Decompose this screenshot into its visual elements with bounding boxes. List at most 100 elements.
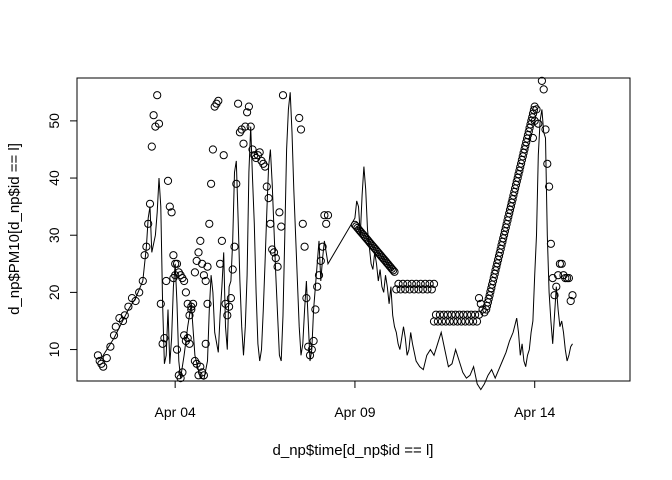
x-axis: Apr 04 Apr 09 Apr 14 — [155, 380, 556, 420]
data-point — [427, 285, 436, 294]
data-point — [169, 251, 178, 260]
data-point — [214, 96, 223, 106]
data-point — [241, 122, 250, 131]
data-point — [269, 248, 279, 257]
data-point — [412, 279, 421, 288]
y-tick-label: 10 — [46, 342, 62, 358]
data-point — [135, 288, 144, 297]
data-point — [196, 236, 205, 245]
data-point — [298, 219, 307, 228]
data-point — [555, 259, 565, 268]
data-point — [296, 125, 306, 134]
data-point — [314, 271, 324, 280]
data-point — [416, 279, 425, 288]
data-point — [275, 208, 284, 217]
data-point — [311, 305, 320, 314]
data-point — [225, 302, 234, 311]
data-point — [322, 219, 331, 228]
data-point — [232, 179, 241, 188]
data-point — [99, 362, 108, 371]
data-point — [194, 248, 203, 257]
data-point — [145, 199, 155, 208]
data-point — [403, 279, 412, 288]
data-point — [566, 296, 575, 306]
data-point — [554, 271, 563, 280]
data-point — [320, 211, 329, 220]
data-point — [546, 239, 556, 248]
data-point — [156, 299, 165, 308]
data-point — [262, 182, 271, 191]
x-axis-label: d_np$time[d_np$id == l] — [273, 442, 434, 459]
data-point — [323, 211, 333, 220]
data-point — [216, 259, 225, 268]
data-point — [142, 242, 151, 251]
data-point — [223, 311, 232, 320]
data-point — [277, 222, 286, 231]
data-point — [534, 119, 543, 128]
data-point — [423, 285, 432, 294]
data-point — [147, 142, 156, 151]
data-point — [271, 254, 280, 263]
data-point — [246, 122, 255, 131]
data-point — [199, 271, 208, 280]
data-point — [300, 242, 309, 251]
x-tick-label: Apr 04 — [155, 404, 196, 420]
data-point — [389, 266, 398, 275]
y-axis: 10 20 30 40 50 — [46, 113, 78, 358]
data-point — [120, 311, 129, 320]
data-point — [557, 259, 566, 268]
data-point — [539, 85, 548, 94]
data-point — [568, 291, 577, 300]
y-axis-label: d_np$PM10[d_np$id == l] — [6, 143, 23, 315]
data-point — [162, 276, 171, 286]
data-point — [302, 294, 311, 303]
data-point — [203, 299, 212, 308]
data-point — [392, 285, 401, 294]
data-point — [295, 113, 304, 123]
data-point — [93, 351, 103, 360]
data-point — [543, 159, 552, 168]
data-point — [407, 279, 416, 288]
data-point — [111, 322, 120, 331]
data-point — [474, 310, 484, 319]
data-point — [405, 285, 414, 294]
data-point — [266, 219, 275, 228]
data-point — [418, 285, 427, 294]
data-point — [305, 351, 315, 360]
data-point — [138, 276, 147, 286]
data-point — [226, 294, 235, 303]
data-point — [530, 102, 539, 111]
data-point — [205, 219, 214, 228]
data-point — [474, 294, 484, 303]
data-point — [180, 276, 189, 286]
data-point — [307, 345, 316, 354]
data-point — [185, 311, 194, 320]
data-point — [390, 267, 399, 276]
data-point — [550, 291, 559, 300]
y-tick-label: 40 — [46, 170, 62, 186]
data-point — [387, 264, 396, 273]
data-point — [248, 145, 257, 154]
data-point — [564, 274, 574, 283]
series-line — [99, 92, 573, 391]
data-point — [243, 108, 252, 117]
data-point — [552, 282, 561, 291]
data-point — [169, 274, 178, 283]
data-point — [208, 145, 217, 154]
data-point — [124, 302, 133, 311]
data-point — [255, 148, 264, 157]
data-point — [178, 368, 187, 377]
data-point — [154, 119, 164, 128]
data-point — [309, 336, 318, 346]
data-point — [201, 276, 210, 286]
data-point — [172, 259, 182, 268]
data-point — [201, 339, 210, 348]
data-point — [187, 302, 196, 311]
data-point — [163, 176, 173, 185]
data-point — [185, 339, 194, 348]
data-point — [228, 265, 237, 274]
data-point — [196, 362, 205, 371]
data-point — [190, 268, 199, 277]
data-point — [131, 296, 140, 306]
